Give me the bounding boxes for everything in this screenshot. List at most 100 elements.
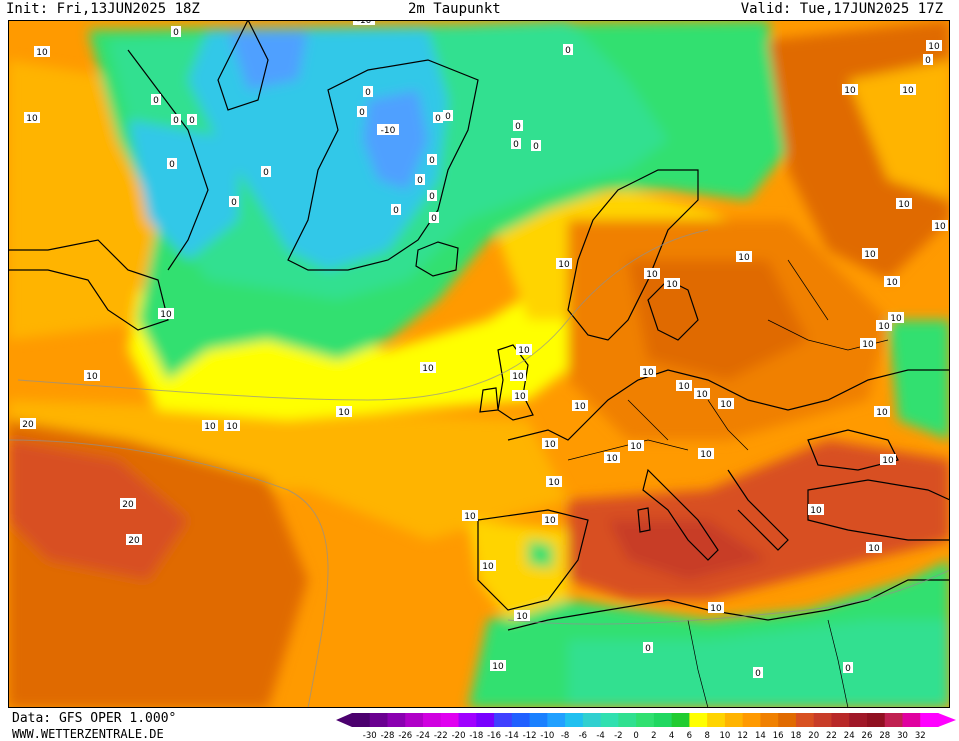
legend-swatch: [547, 713, 566, 727]
svg-text:-10: -10: [381, 126, 396, 136]
contour-label: 0: [433, 112, 443, 124]
legend-tick-label: -14: [505, 731, 519, 740]
legend-swatch: [689, 713, 708, 727]
svg-text:10: 10: [868, 544, 880, 554]
legend-tick-label: 24: [844, 731, 855, 740]
legend-tick-label: 2: [651, 731, 656, 740]
contour-label: 10: [202, 420, 218, 432]
svg-text:10: 10: [864, 250, 876, 260]
legend-swatch: [423, 713, 442, 727]
contour-label: 0: [187, 114, 197, 126]
svg-text:0: 0: [429, 156, 435, 166]
legend-swatch: [707, 713, 726, 727]
contour-label: 0: [843, 662, 853, 674]
legend-swatch: [582, 713, 602, 727]
contour-label: 0: [513, 120, 523, 132]
contour-label: 0: [427, 190, 437, 202]
svg-text:10: 10: [558, 260, 570, 270]
contour-label: 10: [664, 278, 680, 290]
svg-text:10: 10: [810, 506, 822, 516]
contour-label: 10: [694, 388, 710, 400]
contour-label: 10: [736, 251, 752, 263]
contour-label: 10: [628, 440, 644, 452]
legend-tick-label: -10: [540, 731, 554, 740]
svg-text:0: 0: [513, 140, 519, 150]
contour-label: 0: [923, 54, 933, 66]
legend-swatch: [653, 713, 673, 727]
contour-label: -10: [353, 20, 375, 26]
legend-swatch: [760, 713, 779, 727]
svg-text:0: 0: [429, 192, 435, 202]
contour-label: 0: [753, 667, 763, 679]
contour-label: 0: [531, 140, 541, 152]
contour-label: 0: [171, 114, 181, 126]
legend-tick-label: -6: [579, 731, 587, 740]
svg-text:10: 10: [882, 456, 894, 466]
contour-label: 10: [808, 504, 824, 516]
init-time: Init: Fri,13JUN2025 18Z: [6, 1, 200, 17]
dewpoint-field: [8, 20, 950, 708]
legend-tick-label: -4: [596, 731, 604, 740]
contour-label: 10: [34, 46, 50, 58]
svg-text:10: 10: [512, 372, 524, 382]
svg-text:10: 10: [36, 48, 48, 58]
svg-text:10: 10: [902, 86, 914, 96]
svg-text:10: 10: [606, 454, 618, 464]
svg-text:10: 10: [630, 442, 642, 452]
legend-tick-label: 32: [915, 731, 926, 740]
svg-text:0: 0: [263, 168, 269, 178]
contour-label: 0: [429, 212, 439, 224]
legend-arrow-right: [938, 713, 956, 727]
legend-tick-label: 14: [755, 731, 766, 740]
legend-swatch: [440, 713, 460, 727]
svg-text:10: 10: [720, 400, 732, 410]
svg-text:10: 10: [544, 516, 556, 526]
svg-text:10: 10: [338, 408, 350, 418]
legend-tick-label: -30: [363, 731, 377, 740]
contour-label: 10: [640, 366, 656, 378]
legend-swatch: [476, 713, 495, 727]
legend-tick-label: 12: [737, 731, 748, 740]
svg-text:10: 10: [160, 310, 172, 320]
legend-tick-label: 6: [687, 731, 692, 740]
legend-swatch: [458, 713, 477, 727]
contour-label: 10: [644, 268, 660, 280]
svg-text:0: 0: [173, 116, 179, 126]
contour-label: 10: [718, 398, 734, 410]
legend-tick-label: 4: [669, 731, 674, 740]
svg-text:0: 0: [515, 122, 521, 132]
contour-label: 10: [900, 84, 916, 96]
svg-text:0: 0: [231, 198, 237, 208]
contour-label: 10: [512, 390, 528, 402]
legend-swatch: [600, 713, 619, 727]
svg-text:10: 10: [878, 322, 890, 332]
contour-label: 10: [888, 312, 904, 324]
legend-swatch: [831, 713, 850, 727]
legend-swatch: [405, 713, 424, 727]
contour-label: 10: [698, 448, 714, 460]
svg-text:0: 0: [417, 176, 423, 186]
svg-text:0: 0: [393, 206, 399, 216]
contour-label: 10: [862, 248, 878, 260]
svg-text:10: 10: [890, 314, 902, 324]
contour-label: 10: [542, 438, 558, 450]
svg-text:10: 10: [422, 364, 434, 374]
legend-tick-label: -24: [416, 731, 430, 740]
svg-text:10: 10: [518, 346, 530, 356]
legend-tick-label: -8: [561, 731, 569, 740]
contour-label: 10: [516, 344, 532, 356]
contour-label: 10: [480, 560, 496, 572]
legend-tick-label: 20: [808, 731, 819, 740]
map-frame: [8, 20, 950, 708]
legend-tick-label: 28: [879, 731, 890, 740]
legend-swatch: [369, 713, 389, 727]
contour-label: 0: [229, 196, 239, 208]
svg-text:0: 0: [365, 88, 371, 98]
contour-label: 0: [511, 138, 521, 150]
svg-text:0: 0: [169, 160, 175, 170]
contour-label: 10: [874, 406, 890, 418]
contour-label: 0: [443, 110, 453, 122]
legend-tick-label: 22: [826, 731, 837, 740]
svg-text:0: 0: [925, 56, 931, 66]
